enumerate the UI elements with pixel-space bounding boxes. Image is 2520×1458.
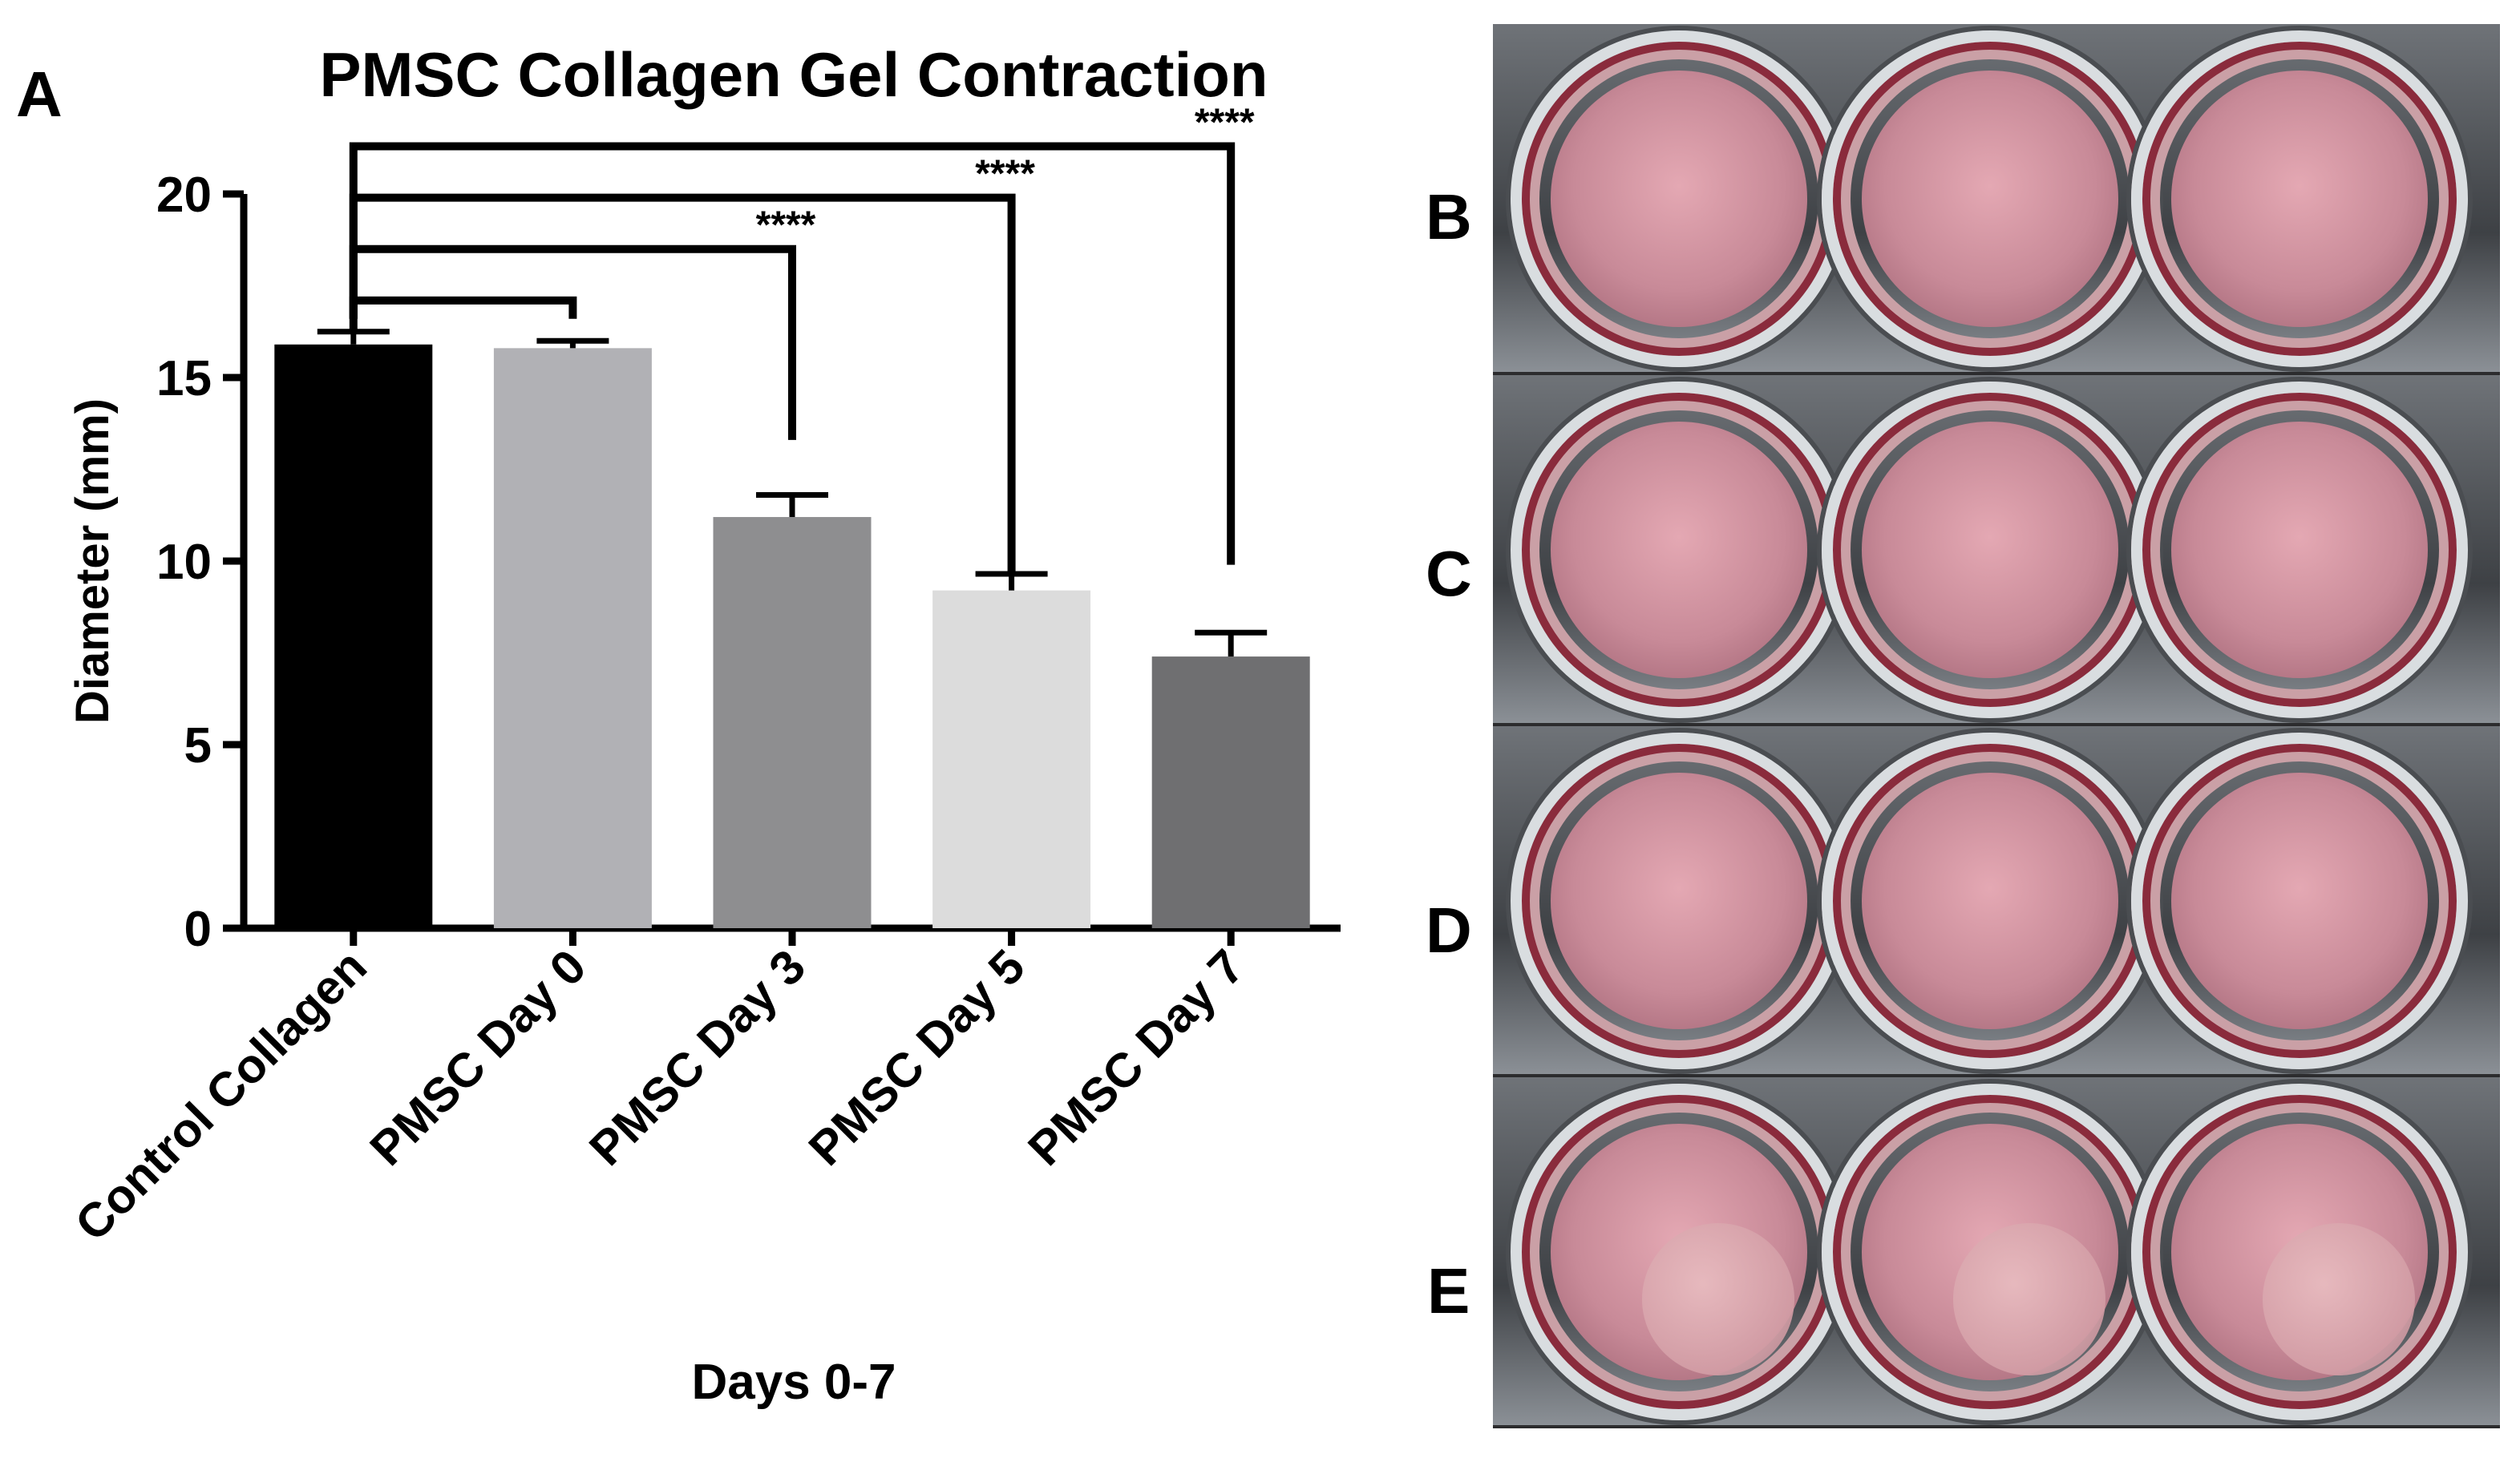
well-medium	[1551, 422, 1807, 678]
contracted-gel	[1953, 1223, 2105, 1375]
gel-photo-row	[1493, 1077, 2500, 1425]
bar	[274, 344, 433, 928]
bar	[493, 348, 652, 928]
x-tick-label: Control Collagen	[65, 939, 377, 1251]
significance-label: ****	[756, 204, 816, 247]
significance-bracket: ****	[349, 101, 1255, 565]
culture-well	[1511, 30, 1847, 367]
x-tick-label: PMSC Day 3	[579, 939, 815, 1176]
well-medium	[1551, 773, 1807, 1029]
well-medium	[1862, 773, 2118, 1029]
gel-photo-row	[1493, 375, 2500, 723]
well-medium	[1862, 422, 2118, 678]
significance-label: ****	[975, 153, 1035, 196]
x-axis-label: Days 0-7	[691, 1355, 896, 1410]
y-ticks: 0 5 10 15 20	[156, 168, 244, 957]
significance-bracket	[349, 296, 577, 330]
y-tick-label: 10	[156, 535, 212, 590]
well-medium	[1551, 71, 1807, 327]
gel-photo-row	[1493, 24, 2500, 372]
error-bar	[756, 492, 828, 518]
contracted-gel	[2263, 1223, 2415, 1375]
error-bar	[536, 337, 609, 349]
error-bar	[1195, 629, 1268, 657]
well-medium	[2171, 773, 2428, 1029]
culture-well	[1511, 733, 1847, 1069]
significance-brackets: **** **** ****	[349, 101, 1255, 572]
culture-well	[1822, 382, 2158, 718]
x-tick-label: PMSC Day 0	[360, 939, 597, 1176]
culture-well	[1511, 382, 1847, 718]
culture-well	[2131, 30, 2468, 367]
photo-panel-label: D	[1426, 895, 1472, 966]
culture-well	[2131, 1084, 2468, 1420]
bar	[932, 590, 1091, 928]
photo-panel-label: E	[1427, 1255, 1470, 1327]
error-bar	[975, 571, 1048, 591]
well-medium	[1862, 71, 2118, 327]
well-medium	[2171, 71, 2428, 327]
culture-well	[1822, 1084, 2158, 1420]
error-bars	[317, 329, 1268, 657]
y-tick-label: 15	[156, 351, 212, 406]
culture-well	[1822, 30, 2158, 367]
culture-well	[2131, 382, 2468, 718]
error-bar	[317, 329, 390, 345]
culture-well	[2131, 733, 2468, 1069]
significance-label: ****	[1195, 101, 1255, 143]
x-tick-label: PMSC Day 5	[799, 939, 1035, 1176]
contracted-gel	[1642, 1223, 1794, 1375]
bar	[713, 517, 872, 928]
bars	[274, 344, 1310, 928]
chart-title: PMSC Collagen Gel Contraction	[319, 39, 1268, 110]
panel-label-a: A	[16, 59, 63, 130]
y-tick-label: 0	[184, 902, 212, 957]
bar	[1151, 656, 1310, 928]
bar-chart: A PMSC Collagen Gel Contraction Diameter…	[16, 39, 1341, 1410]
significance-bracket: ****	[349, 153, 1035, 572]
y-tick-label: 20	[156, 168, 212, 223]
y-axis-label: Diameter (mm)	[67, 398, 119, 724]
photo-panel-label: B	[1426, 181, 1472, 252]
culture-well	[1511, 1084, 1847, 1420]
gel-photo-panel	[1493, 24, 2500, 1428]
gel-photo-row	[1493, 726, 2500, 1074]
culture-well	[1822, 733, 2158, 1069]
well-medium	[2171, 422, 2428, 678]
x-tick-label: PMSC Day 7	[1017, 939, 1254, 1176]
y-tick-label: 5	[184, 718, 212, 773]
photo-panel-label: C	[1426, 538, 1472, 609]
